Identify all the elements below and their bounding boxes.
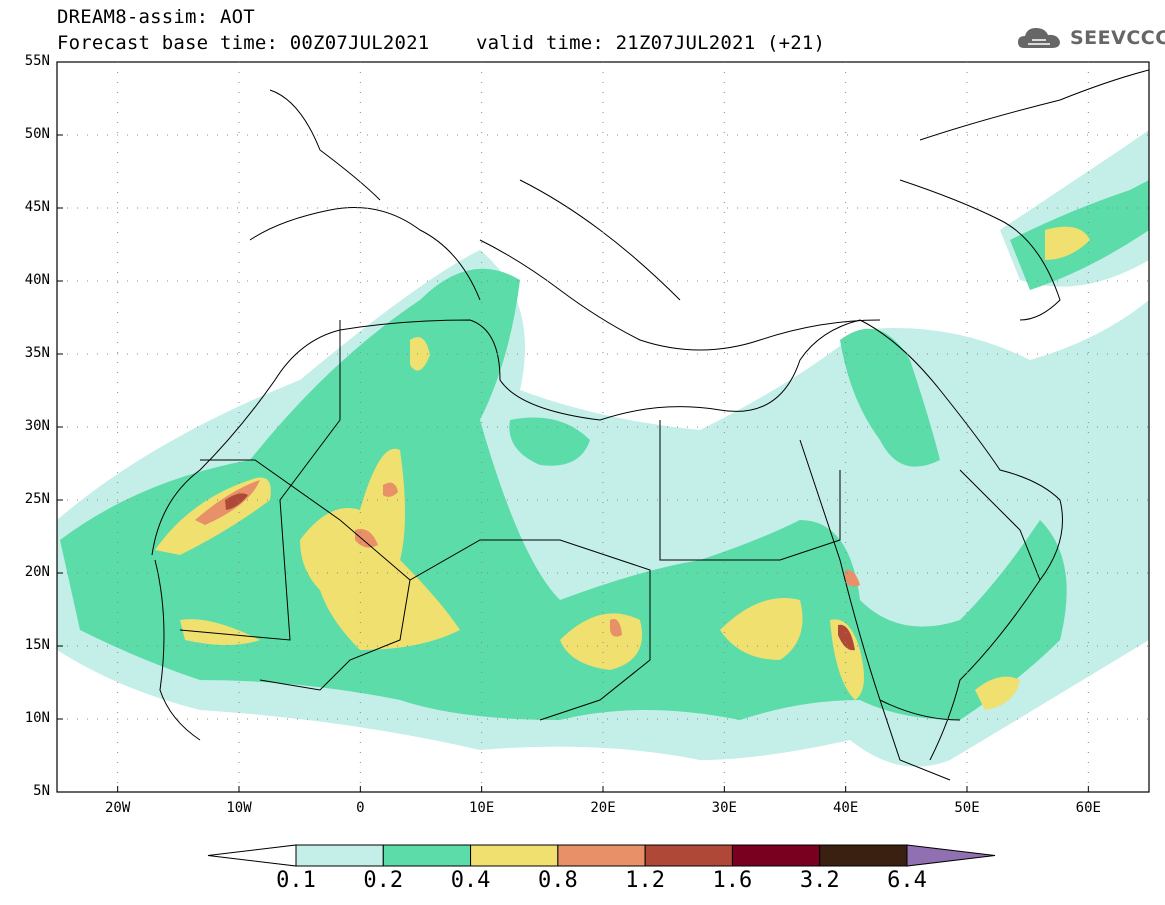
lat-tick-label: 45N [24,199,50,215]
brand-logo: SEEVCCC [1070,27,1165,49]
lon-tick-label: 20E [590,800,616,816]
graticule [57,62,1149,792]
aot-band-0.2 [60,268,1067,720]
lat-tick-label: 15N [24,637,50,653]
lat-tick-label: 50N [24,126,50,142]
lon-tick-label: 20W [105,800,131,816]
colorbar-segment [644,844,733,867]
colorbar-level-label: 1.6 [712,868,753,893]
colorbar-level-label: 0.4 [450,868,491,893]
lat-tick-label: 10N [24,710,50,726]
cloud-icon [1018,28,1060,48]
colorbar-segment [470,844,559,867]
colorbar-segment [295,844,384,867]
aot-band-1.2 [225,493,248,510]
lat-tick-label: 5N [33,783,50,799]
aot-field [57,130,1149,767]
lon-tick-label: 10E [469,800,495,816]
lat-tick-label: 55N [24,53,50,69]
lon-tick-label: 0 [356,800,365,816]
axis-ticks [57,61,1089,793]
map-title: DREAM8-assim: AOT [57,6,255,28]
lat-tick-label: 30N [24,418,50,434]
colorbar-segment [382,844,472,867]
colorbar-level-label: 6.4 [887,868,927,893]
colorbar-segment [819,844,908,867]
lon-tick-label: 60E [1075,800,1101,816]
lat-tick-label: 40N [24,272,50,288]
coastlines [151,69,1149,781]
lon-tick-label: 10W [226,800,252,816]
forecast-time-subtitle: Forecast base time: 00Z07JUL2021 valid t… [57,32,826,54]
lon-tick-label: 40E [833,800,859,816]
colorbar-under-arrow [207,844,297,867]
lat-tick-label: 25N [24,491,50,507]
lat-tick-label: 35N [24,345,50,361]
colorbar-level-label: 0.1 [276,868,316,893]
lon-tick-label: 50E [954,800,980,816]
lat-tick-label: 20N [24,564,50,580]
colorbar-level-label: 3.2 [799,868,840,893]
colorbar-over-arrow [906,844,996,867]
colorbar-segment [557,844,646,867]
colorbar-level-label: 1.2 [625,868,666,893]
colorbar-level-label: 0.2 [363,868,404,893]
colorbar-segment [731,844,821,867]
lon-tick-label: 30E [711,800,737,816]
colorbar-level-label: 0.8 [537,868,578,893]
